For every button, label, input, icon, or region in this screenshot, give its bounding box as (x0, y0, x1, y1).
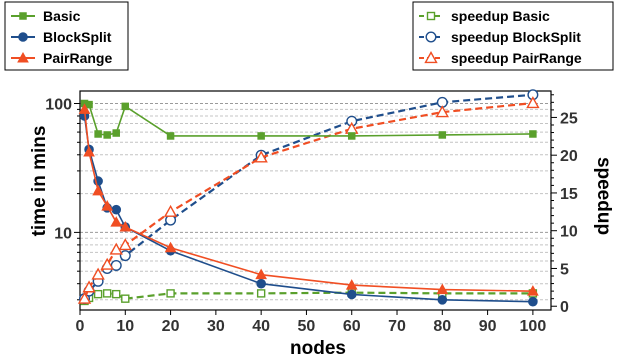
x-tick-label: 50 (298, 318, 316, 335)
time-pairrange (78, 103, 539, 296)
speedup-point-pairrange (118, 238, 132, 251)
speedup-point-basic (121, 294, 130, 303)
time-point-pairrange (101, 200, 114, 211)
x-tick-label: 10 (116, 318, 134, 335)
time-point-basic (347, 132, 356, 140)
speedup-point-pairrange (100, 257, 114, 270)
time-point-blocksplit (256, 278, 266, 289)
time-point-pairrange (83, 146, 95, 157)
speedup-point-basic (102, 289, 112, 298)
legend-marker-basic (426, 11, 436, 21)
y-left-tick-label: 10 (54, 225, 72, 242)
speedup-point-pairrange (435, 105, 449, 118)
y-right-tick-label: 10 (560, 224, 578, 241)
x-tick-label: 80 (433, 318, 451, 335)
x-tick-label: 60 (343, 318, 361, 335)
x-tick-label: 70 (388, 318, 406, 335)
time-point-pairrange (78, 103, 91, 114)
time-point-pairrange (110, 216, 123, 227)
x-tick-label: 40 (252, 318, 270, 335)
legend-right: speedup Basic speedup BlockSplit speedup P… (412, 1, 614, 71)
time-point-blocksplit (528, 296, 538, 307)
speedup-point-blocksplit (119, 250, 131, 262)
speedup-line-blocksplit (83, 93, 533, 300)
legend-marker-blocksplit (18, 32, 28, 42)
grid (80, 102, 551, 301)
y-right-tick-label: 25 (560, 110, 578, 127)
speedup-pairrange (77, 96, 540, 304)
y-axis-left-title: time in mins (29, 126, 50, 237)
y-axis-right-title: speedup (593, 157, 614, 235)
legend-label: speedup Basic (451, 8, 550, 24)
time-point-basic (121, 102, 130, 111)
y-right-tick-label: 5 (560, 261, 569, 278)
time-line-basic (84, 102, 533, 137)
speedup-point-pairrange (77, 291, 92, 304)
time-point-basic (166, 132, 175, 140)
speedup-point-pairrange (526, 96, 540, 109)
axes: 0 10 20 30 40 50 60 70 80 90 100 10 100 0 5 10 15 20 25 (45, 90, 578, 335)
y-left-tick-label: 100 (45, 96, 72, 113)
legend-marker-pairrange (17, 51, 29, 63)
series-layer (77, 89, 540, 307)
time-point-blocksplit (111, 204, 122, 215)
x-tick-label: 100 (520, 318, 547, 335)
time-point-basic (112, 129, 120, 137)
time-point-blocksplit (437, 294, 448, 305)
x-tick-label: 20 (162, 318, 180, 335)
speedup-point-pairrange (91, 267, 105, 280)
legend-marker-blocksplit (425, 31, 437, 43)
y-right-tick-label: 0 (560, 299, 569, 316)
time-point-pairrange (527, 285, 539, 296)
speedup-point-basic (93, 289, 103, 299)
time-point-basic (94, 130, 102, 138)
time-point-basic (103, 131, 111, 139)
time-point-blocksplit (346, 289, 357, 300)
speedup-point-pairrange (254, 150, 268, 163)
speedup-point-pairrange (82, 280, 96, 293)
time-point-pairrange (255, 268, 268, 280)
legend-marker-pairrange (424, 51, 438, 64)
time-point-basic (85, 100, 93, 109)
y-right-tick-label: 15 (560, 186, 578, 203)
speedup-point-pairrange (109, 242, 123, 255)
time-point-pairrange (436, 283, 449, 295)
time-point-basic (438, 131, 447, 139)
legend-left: Basic BlockSplit PairRange (4, 1, 129, 71)
legend-right-box (412, 1, 614, 71)
speedup-point-basic (112, 289, 121, 299)
time-blocksplit (79, 111, 538, 307)
speedup-blocksplit (79, 89, 539, 305)
speedup-basic (80, 288, 538, 306)
legend-marker-basic (19, 12, 27, 20)
speedup-point-basic (166, 289, 175, 298)
time-point-basic (257, 132, 265, 140)
time-line-blocksplit (83, 115, 533, 303)
legend-label: Basic (43, 8, 81, 24)
x-tick-label: 90 (479, 318, 497, 335)
x-tick-label: 30 (207, 318, 225, 335)
legend-label: BlockSplit (43, 29, 112, 45)
speedup-point-basic (256, 289, 266, 298)
x-tick-label: 0 (76, 318, 85, 335)
legend-label: speedup PairRange (451, 50, 582, 66)
speedup-point-pairrange (163, 204, 178, 217)
time-point-pairrange (164, 241, 177, 253)
time-point-pairrange (345, 279, 358, 290)
time-point-pairrange (119, 221, 132, 232)
x-axis-title: nodes (290, 338, 346, 359)
time-point-pairrange (92, 184, 104, 196)
legend-label: PairRange (43, 50, 112, 66)
time-basic (80, 99, 537, 140)
time-point-basic (529, 130, 537, 138)
legend-label: speedup BlockSplit (451, 29, 581, 45)
y-right-tick-label: 20 (560, 148, 578, 165)
